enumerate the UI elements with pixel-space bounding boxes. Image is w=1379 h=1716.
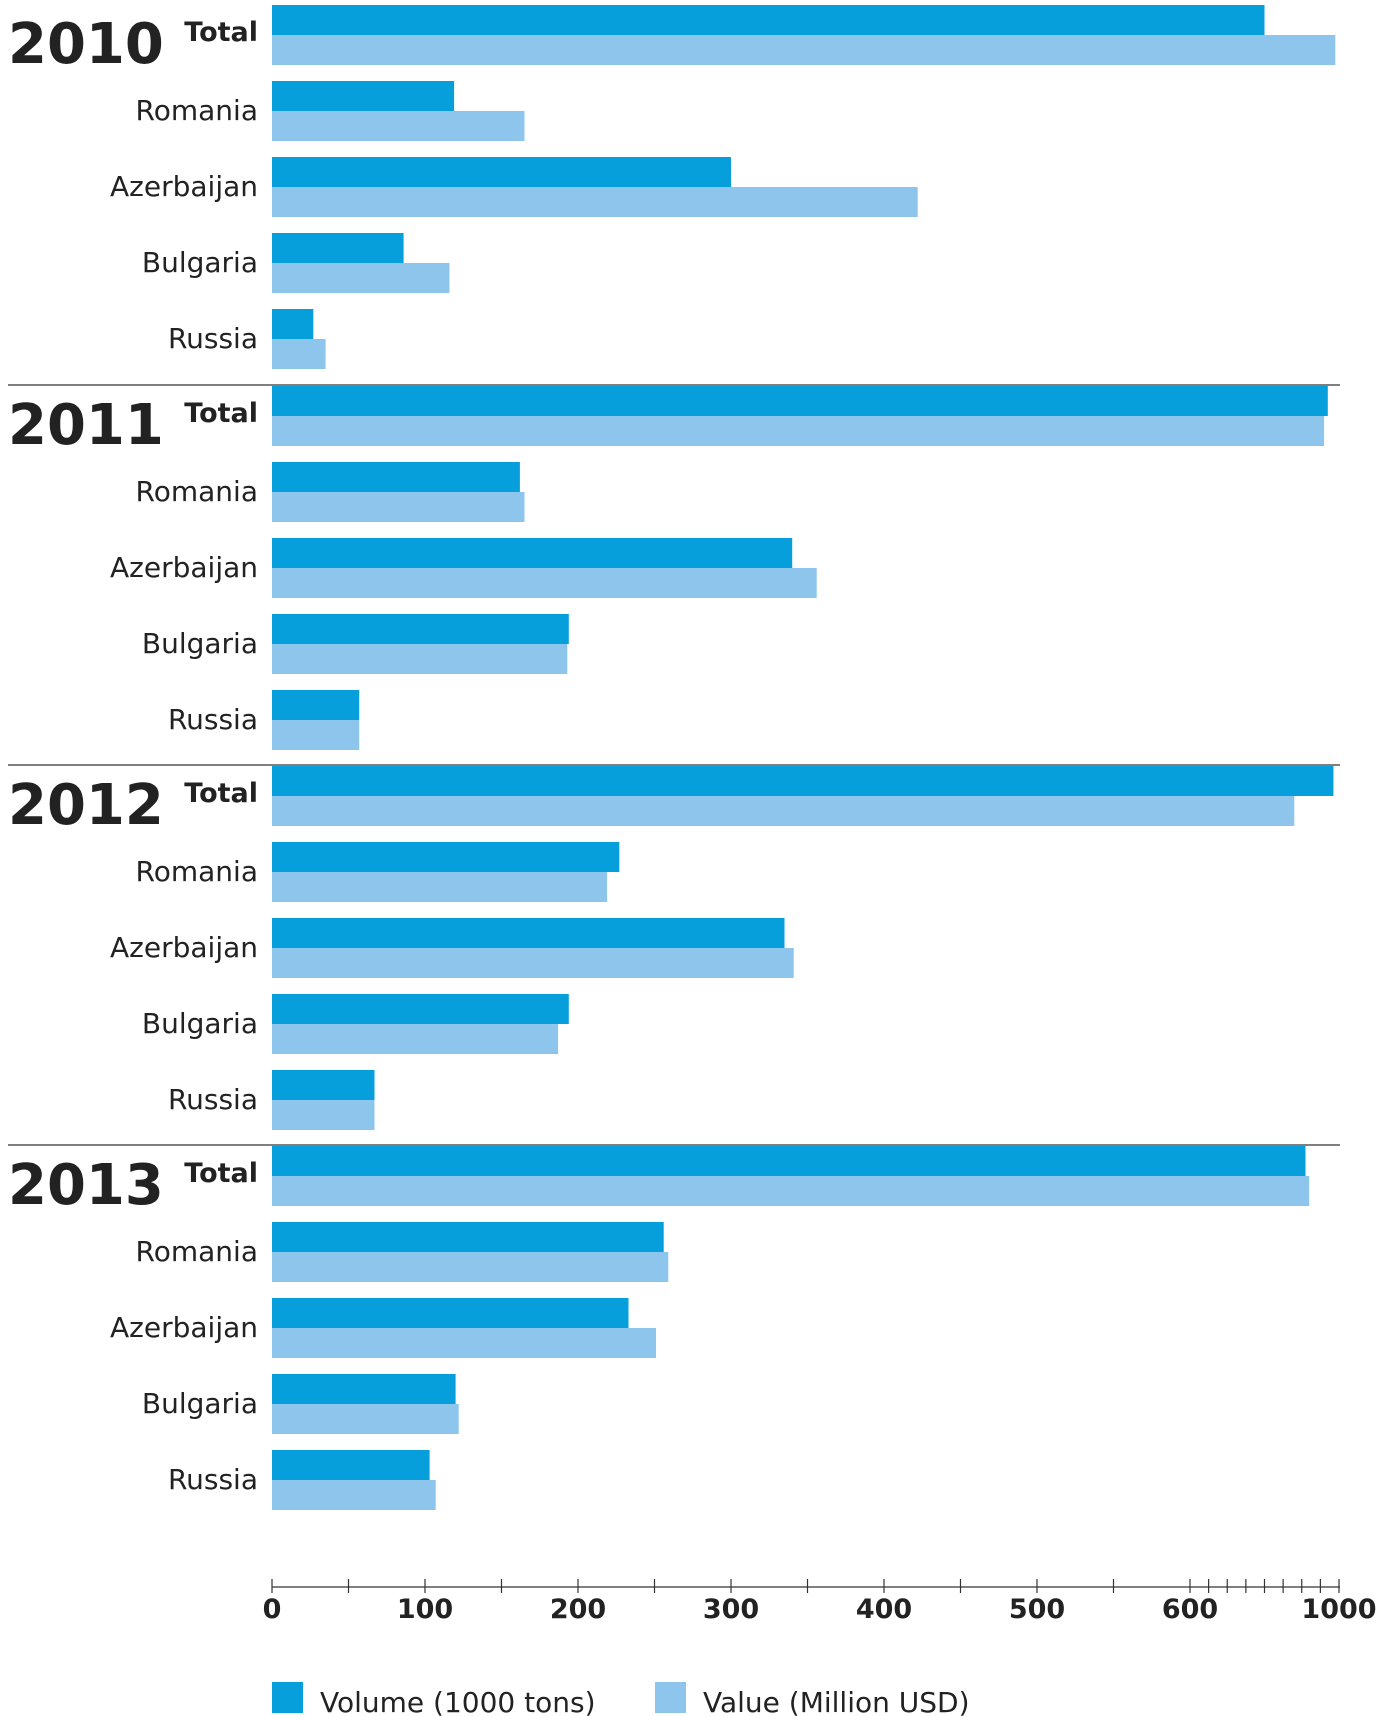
category-label: Azerbaijan [110, 931, 258, 964]
category-label: Azerbaijan [110, 170, 258, 203]
volume-bar [272, 918, 785, 948]
year-label: 2013 [8, 1153, 164, 1218]
x-tick-label: 400 [856, 1594, 912, 1625]
x-tick-label: 600 [1162, 1594, 1218, 1625]
total-label: Total [184, 778, 258, 809]
category-label: Bulgaria [142, 246, 258, 279]
value-bar [272, 1252, 669, 1282]
value-bar [272, 1404, 459, 1434]
category-label: Romania [136, 94, 258, 127]
x-tick-label: 100 [397, 1594, 453, 1625]
volume-bar [272, 5, 1265, 35]
volume-bar [272, 309, 314, 339]
year-label: 2012 [8, 773, 164, 838]
category-label: Romania [136, 855, 258, 888]
x-tick-label: 1000 [1301, 1594, 1376, 1625]
volume-bar [272, 81, 455, 111]
total-label: Total [184, 17, 258, 48]
category-label: Bulgaria [142, 1007, 258, 1040]
legend-label-value: Value (Million USD) [703, 1686, 970, 1716]
category-label: Azerbaijan [110, 551, 258, 584]
volume-bar [272, 462, 520, 492]
category-label: Azerbaijan [110, 1311, 258, 1344]
volume-bar [272, 690, 360, 720]
value-bar [272, 1480, 436, 1510]
value-bar [272, 1024, 559, 1054]
volume-bar [272, 842, 620, 872]
legend-label-volume: Volume (1000 tons) [320, 1686, 596, 1716]
legend-swatch-volume [272, 1682, 303, 1713]
category-label: Bulgaria [142, 1387, 258, 1420]
value-bar [272, 492, 525, 522]
category-label: Russia [168, 322, 258, 355]
value-bar [272, 111, 525, 141]
value-bar [272, 416, 1325, 446]
x-tick-label: 300 [703, 1594, 759, 1625]
value-bar [272, 1176, 1310, 1206]
total-label: Total [184, 1158, 258, 1189]
value-bar [272, 35, 1336, 65]
category-label: Russia [168, 703, 258, 736]
value-bar [272, 872, 608, 902]
volume-bar [272, 538, 793, 568]
category-label: Russia [168, 1083, 258, 1116]
value-bar [272, 187, 918, 217]
category-label: Bulgaria [142, 627, 258, 660]
x-tick-label: 200 [550, 1594, 606, 1625]
volume-bar [272, 614, 569, 644]
total-label: Total [184, 398, 258, 429]
volume-bar [272, 1222, 664, 1252]
volume-bar [272, 233, 404, 263]
volume-bar [272, 1070, 375, 1100]
value-bar [272, 263, 450, 293]
legend-swatch-value [655, 1682, 686, 1713]
x-tick-label: 0 [263, 1594, 282, 1625]
value-bar [272, 1328, 656, 1358]
category-label: Romania [136, 475, 258, 508]
volume-bar [272, 994, 569, 1024]
volume-bar [272, 766, 1334, 796]
x-tick-label: 500 [1009, 1594, 1065, 1625]
value-bar [272, 1100, 375, 1130]
volume-bar [272, 1450, 430, 1480]
value-bar [272, 948, 794, 978]
value-bar [272, 644, 568, 674]
volume-bar [272, 1146, 1306, 1176]
category-label: Russia [168, 1463, 258, 1496]
value-bar [272, 339, 326, 369]
year-label: 2011 [8, 393, 164, 458]
category-label: Romania [136, 1235, 258, 1268]
value-bar [272, 720, 360, 750]
volume-bar [272, 1374, 456, 1404]
year-label: 2010 [8, 12, 164, 77]
value-bar [272, 796, 1295, 826]
value-bar [272, 568, 817, 598]
volume-bar [272, 1298, 629, 1328]
volume-bar [272, 157, 731, 187]
volume-bar [272, 386, 1328, 416]
